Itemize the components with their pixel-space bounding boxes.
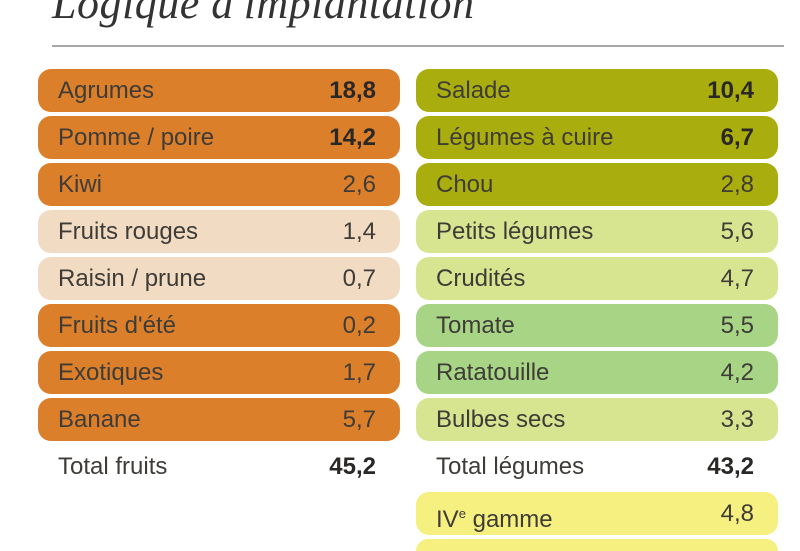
- row-label: Kiwi: [58, 171, 103, 198]
- row-value: 1,4: [342, 218, 376, 245]
- table-row-ratatouille: Ratatouille 4,2: [416, 351, 778, 394]
- row-label: Raisin / prune: [58, 265, 207, 292]
- row-label: Légumes à cuire: [436, 124, 614, 151]
- row-label: Pomme / poire: [58, 124, 215, 151]
- total-legumes-row: Total légumes 43,2: [416, 445, 778, 488]
- total-label: Total fruits: [58, 453, 168, 480]
- table-row-raisin-prune: Raisin / prune 0,7: [38, 257, 400, 300]
- row-value: 0,2: [342, 312, 376, 339]
- row-label: Ratatouille: [436, 359, 550, 386]
- table-row-banane: Banane 5,7: [38, 398, 400, 441]
- table-row-kiwi: Kiwi 2,6: [38, 163, 400, 206]
- page-title: Logique d'implantation: [52, 0, 475, 28]
- table-row-fruits-rouges: Fruits rouges 1,4: [38, 210, 400, 253]
- row-label: Exotiques: [58, 359, 164, 386]
- row-label: IVe gamme: [436, 492, 553, 541]
- row-value: 5,5: [720, 312, 754, 339]
- row-label: Salade: [436, 77, 511, 104]
- gamme-suffix: gamme: [465, 506, 553, 533]
- table-row-ive-gamme: IVe gamme 4,8: [416, 492, 778, 535]
- table-row-fruits-d-ete: Fruits d'été 0,2: [38, 304, 400, 347]
- row-value: 1,7: [342, 359, 376, 386]
- total-value: 43,2: [707, 453, 754, 480]
- row-label: Fruits rouges: [58, 218, 199, 245]
- table-row-clipped: [416, 539, 778, 551]
- row-value: 14,2: [329, 124, 376, 151]
- row-value: 4,7: [720, 265, 754, 292]
- row-label: Petits légumes: [436, 218, 594, 245]
- total-fruits-row: Total fruits 45,2: [38, 445, 400, 488]
- table-row-legumes-a-cuire: Légumes à cuire 6,7: [416, 116, 778, 159]
- total-value: 45,2: [329, 453, 376, 480]
- legumes-table: Salade 10,4 Légumes à cuire 6,7 Chou 2,8 Petit…: [416, 69, 778, 551]
- table-row-salade: Salade 10,4: [416, 69, 778, 112]
- fruits-table: Agrumes 18,8 Pomme / poire 14,2 Kiwi 2,6 Fruit…: [38, 69, 400, 492]
- row-value: 5,6: [720, 218, 754, 245]
- table-row-pomme-poire: Pomme / poire 14,2: [38, 116, 400, 159]
- row-label: Banane: [58, 406, 141, 433]
- row-value: 4,8: [720, 500, 754, 527]
- row-value: 2,6: [342, 171, 376, 198]
- table-row-chou: Chou 2,8: [416, 163, 778, 206]
- table-row-exotiques: Exotiques 1,7: [38, 351, 400, 394]
- table-row-crudites: Crudités 4,7: [416, 257, 778, 300]
- row-label: Chou: [436, 171, 494, 198]
- row-value: 3,3: [720, 406, 754, 433]
- table-row-petits-legumes: Petits légumes 5,6: [416, 210, 778, 253]
- row-label: Agrumes: [58, 77, 155, 104]
- row-label: Crudités: [436, 265, 526, 292]
- row-label: Bulbes secs: [436, 406, 566, 433]
- table-row-bulbes-secs: Bulbes secs 3,3: [416, 398, 778, 441]
- row-value: 6,7: [720, 124, 754, 151]
- row-label: Fruits d'été: [58, 312, 176, 339]
- table-row-agrumes: Agrumes 18,8: [38, 69, 400, 112]
- row-value: 2,8: [720, 171, 754, 198]
- row-label: Tomate: [436, 312, 515, 339]
- title-rule: [52, 45, 784, 47]
- row-value: 5,7: [342, 406, 376, 433]
- row-value: 0,7: [342, 265, 376, 292]
- row-value: 4,2: [720, 359, 754, 386]
- gamme-superscript: e: [458, 506, 466, 521]
- row-value: 10,4: [707, 77, 754, 104]
- table-row-tomate: Tomate 5,5: [416, 304, 778, 347]
- gamme-prefix: IV: [436, 506, 459, 533]
- total-label: Total légumes: [436, 453, 585, 480]
- row-value: 18,8: [329, 77, 376, 104]
